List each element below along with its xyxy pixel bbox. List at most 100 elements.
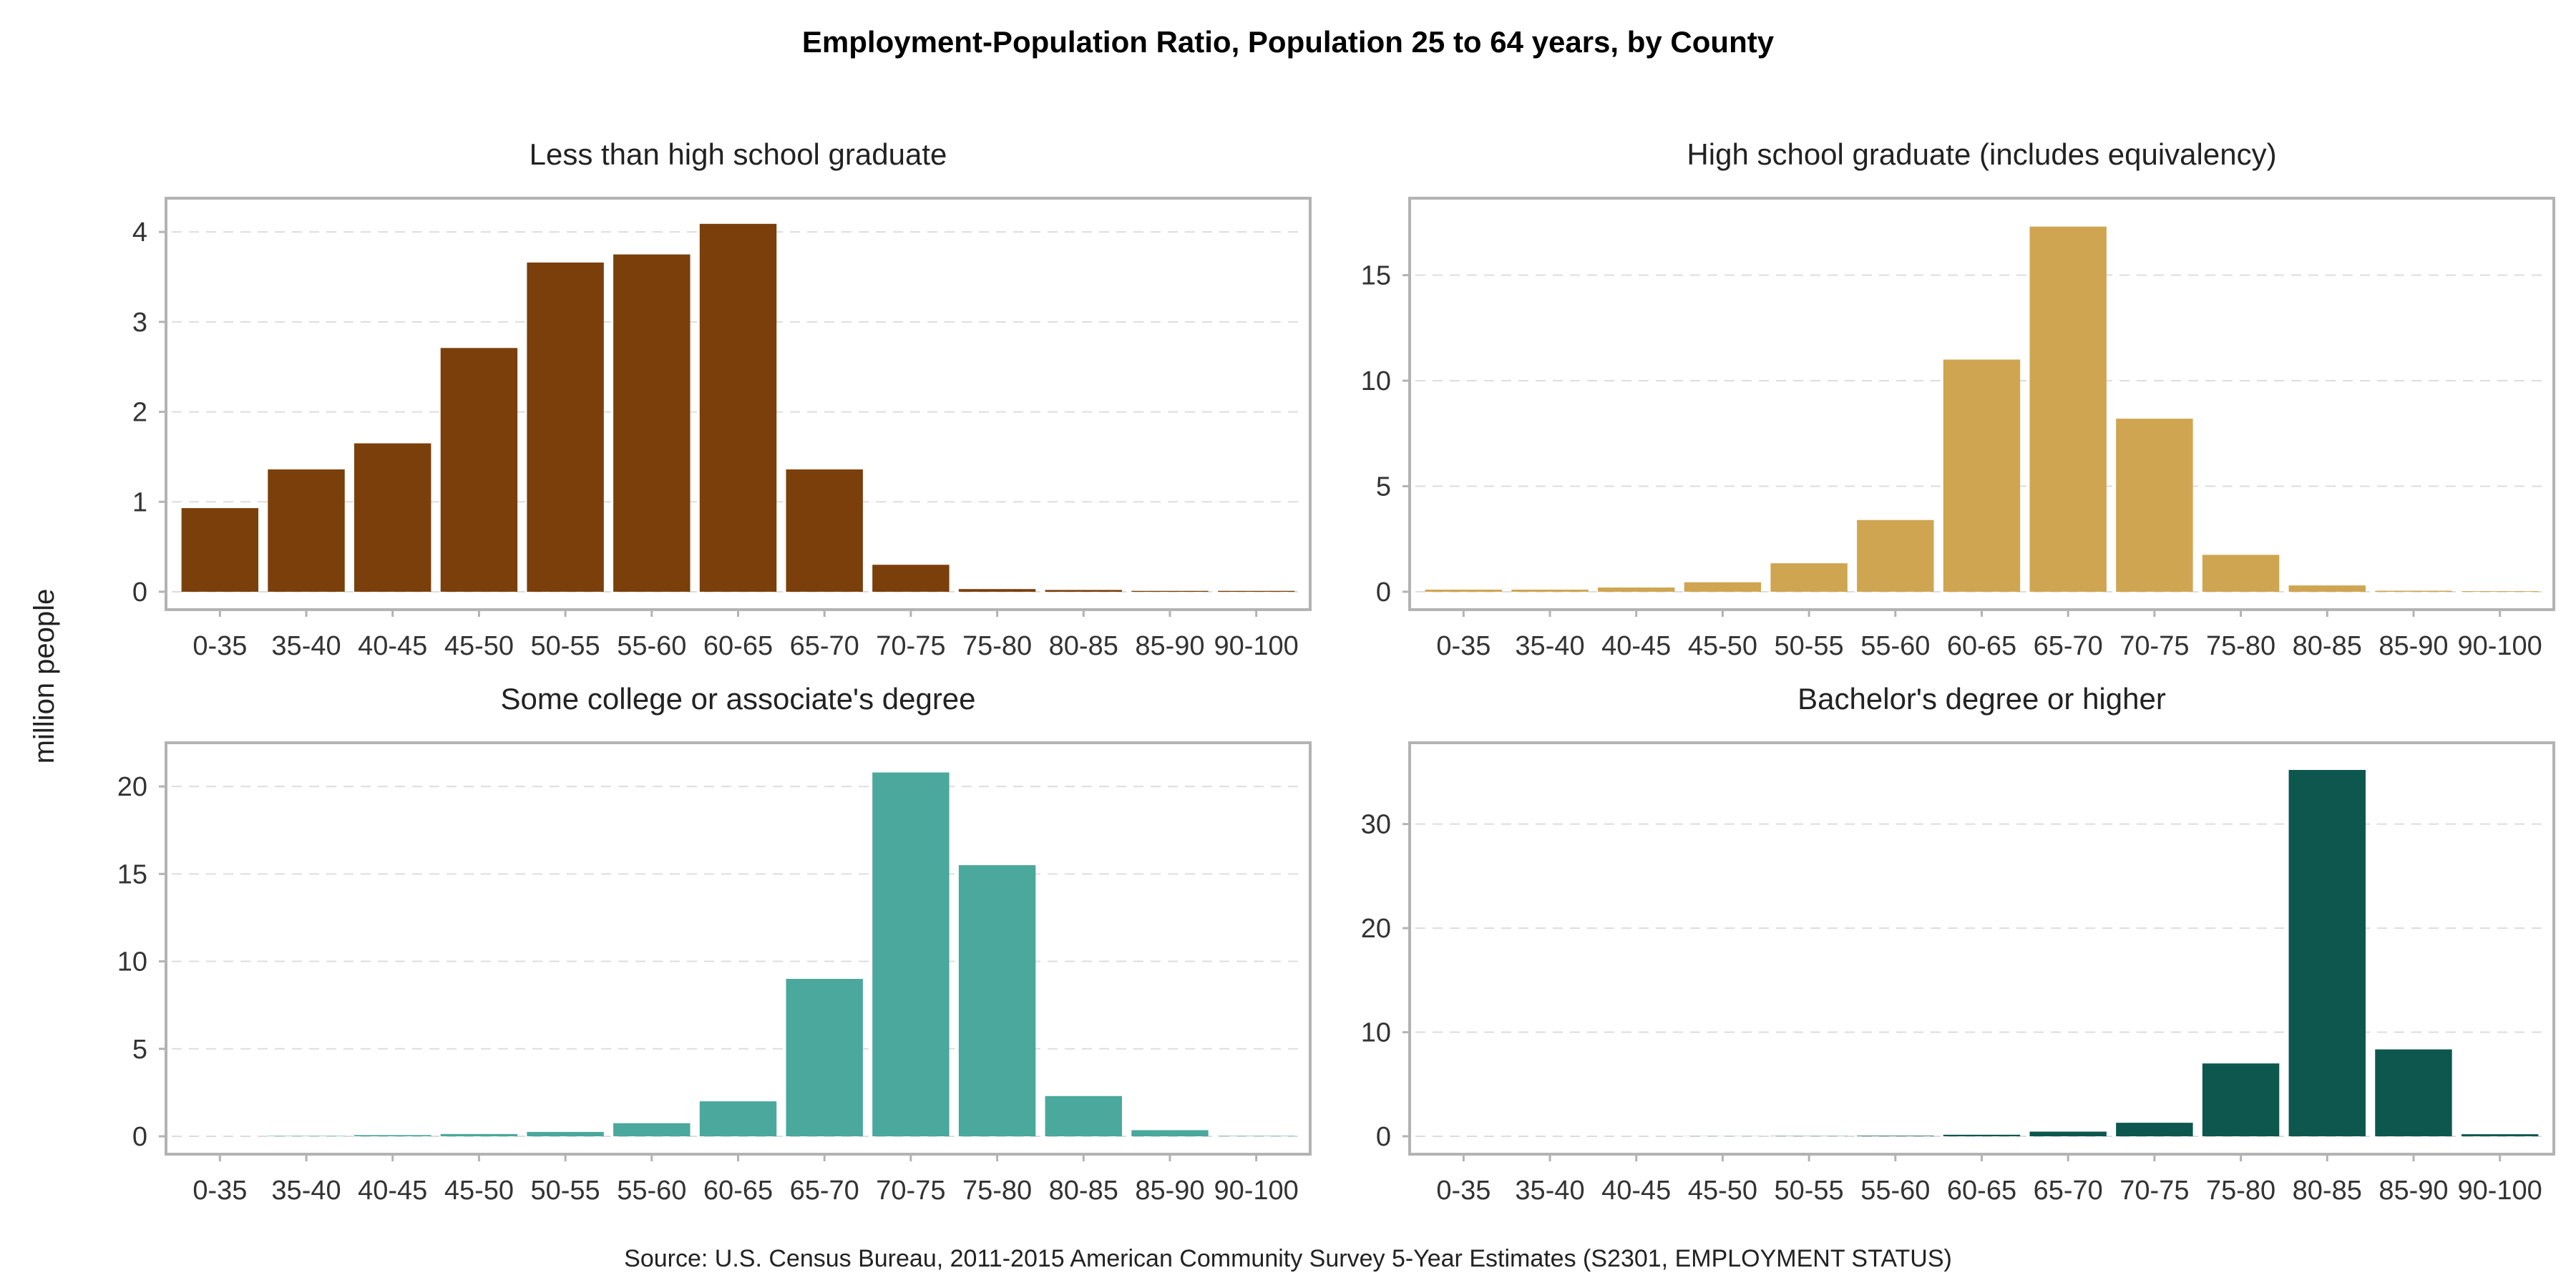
bar [1131,1130,1209,1136]
bar [2461,591,2539,592]
panel-frame [1408,741,2555,1156]
chart-panels: Less than high school graduate 0 1 2 3 4 0-35 3… [117,137,2555,1206]
x-tick-label: 70-75 [876,631,945,661]
bar [181,508,259,592]
x-tick-label: 70-75 [2119,631,2189,661]
bar [2375,590,2452,592]
y-tick-label: 10 [1361,1018,1391,1048]
bar [2375,1049,2452,1136]
x-tick-label: 40-45 [358,631,427,661]
x-tick-label: 75-80 [962,1176,1032,1206]
x-tick-label: 40-45 [1601,631,1671,661]
y-tick-label: 20 [1361,914,1391,944]
bar [1045,590,1122,592]
bar [2461,1134,2539,1136]
bar [2288,770,2366,1136]
x-tick-label: 40-45 [358,1176,427,1206]
x-tick-label: 50-55 [531,1176,600,1206]
panel-frame [165,197,1312,611]
bar [440,348,518,592]
y-tick-label: 0 [132,1122,147,1152]
x-tick-label: 55-60 [617,631,686,661]
x-tick-label: 0-35 [192,1176,247,1206]
x-tick-label: 50-55 [1775,631,1844,661]
x-tick-label: 65-70 [2034,1176,2103,1206]
bar [2029,226,2107,592]
panel-1: Less than high school graduate 0 1 2 3 4 0-35 3… [132,137,1312,661]
x-tick-label: 55-60 [1860,1176,1930,1206]
x-tick-label: 80-85 [1049,1176,1118,1206]
bar [2116,1123,2193,1136]
panel-3: Some college or associate's degree 0 5 10 15… [117,682,1312,1206]
x-tick-label: 40-45 [1601,1176,1671,1206]
source-note: Source: U.S. Census Bureau, 2011-2015 Am… [624,1245,1952,1272]
x-tick-label: 90-100 [1214,631,1298,661]
bar [699,1101,777,1136]
y-tick-label: 0 [132,577,147,608]
x-tick-label: 90-100 [2457,631,2542,661]
bar [440,1133,518,1136]
bar [1857,519,1934,592]
panel-title: Bachelor's degree or higher [1797,682,2166,716]
x-tick-label: 80-85 [2293,1176,2362,1206]
x-tick-label: 50-55 [531,631,600,661]
y-tick-label: 0 [1376,577,1391,608]
x-tick-label: 90-100 [2457,1176,2542,1206]
x-tick-label: 80-85 [1049,631,1118,661]
x-tick-label: 0-35 [1436,1176,1491,1206]
bar [354,443,431,592]
x-tick-label: 55-60 [617,1176,686,1206]
x-tick-label: 60-65 [703,1176,773,1206]
y-tick-label: 0 [1376,1122,1391,1152]
bar [1943,1134,2021,1136]
y-tick-label: 5 [1376,472,1391,502]
bar [2288,585,2366,592]
x-tick-label: 45-50 [444,1176,514,1206]
x-tick-label: 60-65 [1947,1176,2016,1206]
y-tick-label: 20 [117,772,147,802]
panel-2: High school graduate (includes equivalen… [1361,137,2555,661]
bar [1511,590,1589,592]
panel-frame [1408,197,2555,611]
x-tick-label: 35-40 [1515,631,1584,661]
bar [699,223,777,592]
x-tick-label: 70-75 [876,1176,945,1206]
x-tick-label: 65-70 [2034,631,2103,661]
bar [1770,563,1848,592]
bar [2202,555,2280,592]
x-tick-label: 90-100 [1214,1176,1298,1206]
bar [1131,590,1209,592]
x-tick-label: 60-65 [703,631,773,661]
bar [872,565,950,592]
bar [1684,582,1762,592]
x-tick-label: 70-75 [2119,1176,2189,1206]
x-tick-label: 85-90 [2379,1176,2448,1206]
y-tick-label: 10 [1361,366,1391,396]
x-tick-label: 60-65 [1947,631,2016,661]
panel-4: Bachelor's degree or higher 0 10 20 30 0-35 35… [1361,682,2555,1206]
bar [1943,359,2021,592]
bar [613,254,691,592]
bar [786,469,863,592]
bar [872,772,950,1136]
y-tick-label: 3 [132,308,147,338]
y-tick-label: 2 [132,398,147,428]
y-axis-label: million people [29,589,60,764]
x-tick-label: 35-40 [1515,1176,1584,1206]
panel-title: Less than high school graduate [530,137,947,171]
x-tick-label: 65-70 [790,1176,859,1206]
y-tick-label: 4 [132,218,147,248]
x-tick-label: 85-90 [2379,631,2448,661]
x-tick-label: 35-40 [271,1176,341,1206]
bar [1217,590,1295,592]
x-tick-label: 65-70 [790,631,859,661]
x-tick-label: 75-80 [2206,1176,2275,1206]
y-tick-label: 30 [1361,810,1391,840]
x-tick-label: 50-55 [1775,1176,1844,1206]
bar [1045,1096,1122,1136]
bar [354,1135,431,1136]
bar [2202,1063,2280,1136]
bar [613,1123,691,1136]
y-tick-label: 15 [1361,261,1391,291]
